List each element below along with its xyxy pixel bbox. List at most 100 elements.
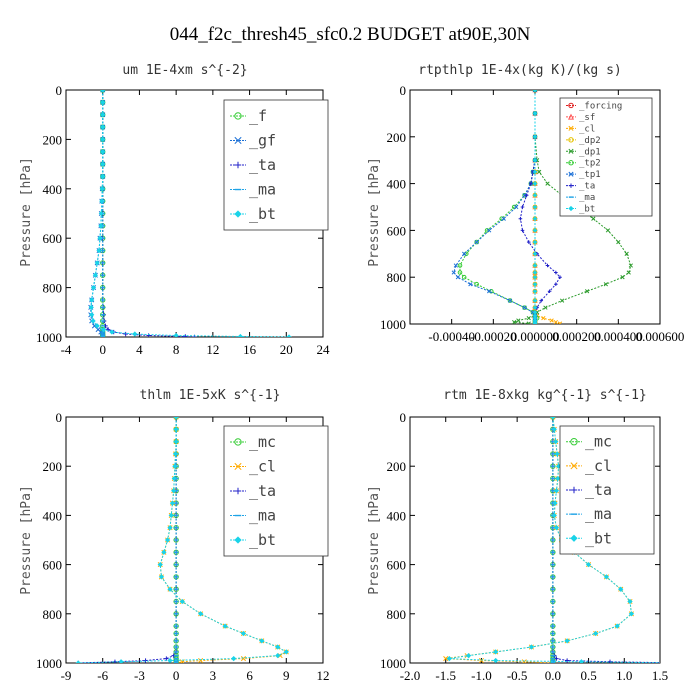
data-point-bt xyxy=(101,326,107,333)
data-point-tp1 xyxy=(487,289,492,294)
data-point-bt xyxy=(100,173,106,180)
data-point-bt xyxy=(532,111,538,116)
series-line-tp2 xyxy=(459,90,538,324)
data-point-bt xyxy=(237,333,244,337)
data-point-cl xyxy=(521,659,527,663)
data-point-bt xyxy=(532,157,538,163)
x-tick-label: 0 xyxy=(99,342,106,357)
legend-marker-forcing xyxy=(568,102,574,109)
panel-thlm: thlm 1E-5xK s^{-1} Pressure [hPa] -9 -6 -3… xyxy=(19,388,330,683)
legend-marker-tp1 xyxy=(568,171,574,177)
data-point-bt xyxy=(100,161,106,167)
legend-label: _ta xyxy=(585,481,612,499)
data-point-bt xyxy=(94,260,100,266)
data-point-tp1 xyxy=(507,298,513,303)
data-point-dp1 xyxy=(591,216,596,221)
data-point-ta xyxy=(520,228,525,233)
legend-marker-ta xyxy=(234,487,242,495)
panel-rtpthlp: rtpthlp 1E-4x(kg K)/(kg s) Pressure [hPa… xyxy=(367,63,684,344)
data-point-bt xyxy=(96,247,102,254)
data-point-bt xyxy=(532,239,538,245)
series-line-bt xyxy=(90,90,290,337)
y-tick-label: 400 xyxy=(387,508,407,523)
data-point-gf xyxy=(100,90,106,93)
panel-rtm: rtm 1E-8xkg kg^{-1} s^{-1} Pressure [hPa… xyxy=(367,388,668,683)
data-point-ta xyxy=(529,181,533,186)
data-point-tp1 xyxy=(453,263,458,268)
data-point-bt xyxy=(158,574,165,580)
data-point-bt xyxy=(99,186,105,192)
y-tick-label: 200 xyxy=(387,459,407,474)
data-point-cl xyxy=(541,315,546,321)
data-point-bt xyxy=(179,598,185,605)
data-point-bt xyxy=(532,228,538,233)
data-point-tp1 xyxy=(522,193,527,198)
data-point-bt xyxy=(109,329,115,335)
data-point-bt xyxy=(446,655,452,662)
data-point-tp2 xyxy=(474,281,479,287)
data-point-dp1 xyxy=(603,282,608,287)
x-tick-label: 20 xyxy=(280,342,293,357)
legend-label: _bt xyxy=(249,205,276,223)
legend-marker-bt xyxy=(234,210,242,218)
x-tick-label: 6 xyxy=(246,668,253,683)
y-tick-label: 600 xyxy=(387,558,407,573)
data-point-bt xyxy=(593,630,599,637)
data-point-bt xyxy=(603,574,610,580)
panel-rtm-ylabel: Pressure [hPa] xyxy=(367,485,382,595)
y-tick-label: 800 xyxy=(43,607,63,622)
data-point-bt xyxy=(286,334,292,337)
data-point-bt xyxy=(551,426,557,432)
y-tick-label: 800 xyxy=(387,607,407,622)
data-point-bt xyxy=(532,289,538,294)
data-point-tp1 xyxy=(462,251,467,256)
data-point-tp2 xyxy=(474,239,479,245)
x-tick-label: -3 xyxy=(134,668,145,683)
y-tick-label: 0 xyxy=(400,83,407,98)
data-point-dp1 xyxy=(559,298,565,303)
x-tick-label: 0.000400 xyxy=(594,329,643,344)
data-point-bt xyxy=(100,90,106,93)
data-point-dp1 xyxy=(512,319,517,324)
panel-um-title: um 1E-4xm s^{-2} xyxy=(122,63,247,78)
data-point-bt xyxy=(532,216,538,221)
data-point-bt xyxy=(551,512,557,519)
data-point-bt xyxy=(99,198,105,204)
data-point-bt xyxy=(493,657,499,663)
data-point-bt xyxy=(157,561,163,568)
panel-um-ylabel: Pressure [hPa] xyxy=(19,157,34,267)
plot-area xyxy=(443,417,660,663)
data-point-bt xyxy=(98,223,104,229)
x-tick-label: 0.000000 xyxy=(511,329,560,344)
data-point-dp1 xyxy=(620,275,625,280)
legend-marker-dp2 xyxy=(568,137,574,143)
data-point-bt xyxy=(231,655,237,662)
legend-label: _cl xyxy=(579,124,595,134)
data-point-bt xyxy=(532,204,538,210)
data-point-bt xyxy=(89,312,95,318)
data-point-ta xyxy=(183,334,188,337)
data-point-tp2 xyxy=(461,274,467,280)
x-tick-label: -9 xyxy=(61,668,72,683)
data-point-cl xyxy=(553,319,558,324)
legend: _forcing _sf_cl _dp2_dp1 _tp2_tp1 _ta_ma _bt xyxy=(559,97,653,217)
data-point-bt xyxy=(100,99,106,105)
legend-label: _bt xyxy=(585,529,612,547)
data-point-bt xyxy=(173,332,179,337)
data-point-bt xyxy=(275,652,281,659)
y-tick-label: 1000 xyxy=(380,317,406,332)
legend-label: _tp1 xyxy=(579,170,601,180)
data-point-bt xyxy=(90,284,97,291)
data-point-bt xyxy=(173,426,179,432)
x-tick-label: 0.5 xyxy=(580,668,596,683)
legend: _mc _cl _ta _ma _bt xyxy=(223,425,329,557)
data-point-bt xyxy=(532,169,538,175)
data-point-ta xyxy=(564,658,570,663)
y-tick-label: 0 xyxy=(56,410,63,425)
data-point-bt xyxy=(532,193,538,198)
data-point-cl xyxy=(549,318,554,323)
legend-label: _ta xyxy=(249,482,276,500)
legend-label: _ta xyxy=(249,156,276,174)
data-point-bt xyxy=(94,323,100,329)
